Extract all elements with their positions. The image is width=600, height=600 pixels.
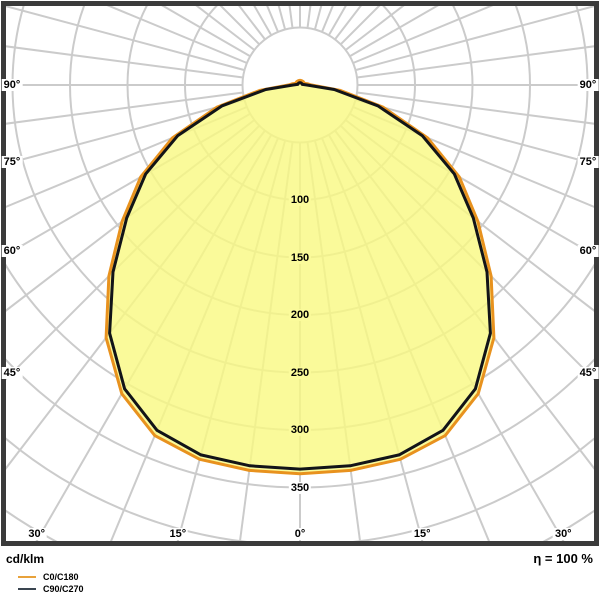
legend-row-c90-c270: C90/C270	[18, 583, 84, 595]
efficiency-label: η = 100 %	[533, 551, 593, 566]
legend-line-c0-c180	[18, 576, 36, 578]
angle-label-right-30: 30°	[552, 527, 574, 540]
grid-radial-line	[352, 6, 494, 64]
grid-radial-line	[6, 6, 245, 72]
grid-radial-line	[106, 6, 248, 64]
radial-tick-label-150: 150	[288, 251, 312, 264]
grid-radial-line	[339, 6, 381, 46]
grid-radial-line	[356, 91, 594, 125]
grid-radial-line	[352, 106, 594, 208]
angle-label-left-15: 15°	[167, 527, 189, 540]
grid-radial-line	[6, 106, 248, 208]
grid-radial-line	[6, 45, 244, 79]
angle-label-right-75: 75°	[577, 156, 599, 169]
legend-row-c0-c180: C0/C180	[18, 571, 84, 583]
angle-label-left-60: 60°	[1, 245, 23, 258]
distribution-fill	[106, 80, 494, 474]
grid-radial-line	[355, 6, 594, 72]
grid-radial-line	[349, 6, 439, 58]
angle-label-left-45: 45°	[1, 367, 23, 379]
diagram-frame	[1, 1, 599, 546]
radial-tick-label-350: 350	[288, 481, 312, 494]
grid-radial-line	[356, 45, 594, 79]
angle-label-left-30: 30°	[26, 527, 48, 540]
grid-radial-line	[219, 6, 261, 46]
angle-label-left-75: 75°	[1, 156, 23, 169]
fill-C90/C270	[109, 82, 491, 470]
grid-radial-line	[6, 91, 244, 125]
angle-label-left-90: 90°	[1, 79, 23, 91]
angle-label-right-60: 60°	[577, 245, 599, 258]
radial-tick-label-300: 300	[288, 424, 312, 436]
grid-radial-line	[161, 6, 251, 58]
radial-tick-label-200: 200	[288, 309, 312, 321]
angle-label-right-15: 15°	[411, 527, 433, 540]
legend-line-c90-c270	[18, 588, 36, 590]
radial-tick-label-100: 100	[288, 194, 312, 206]
legend-label-c0-c180: C0/C180	[43, 572, 79, 582]
angle-label-right-90: 90°	[577, 79, 599, 91]
units-label: cd/klm	[6, 552, 45, 566]
grid-radial-line	[355, 98, 594, 165]
legend-label-c90-c270: C90/C270	[43, 584, 84, 594]
curve-C0/C180	[104, 78, 496, 476]
legend: C0/C180 C90/C270	[18, 571, 84, 595]
grid-radial-line	[6, 98, 245, 165]
radial-tick-label-250: 250	[288, 366, 312, 379]
curve-C90/C270	[108, 81, 492, 471]
angle-label-right-45: 45°	[577, 367, 599, 379]
angle-label-left-0: 0°	[292, 527, 308, 540]
